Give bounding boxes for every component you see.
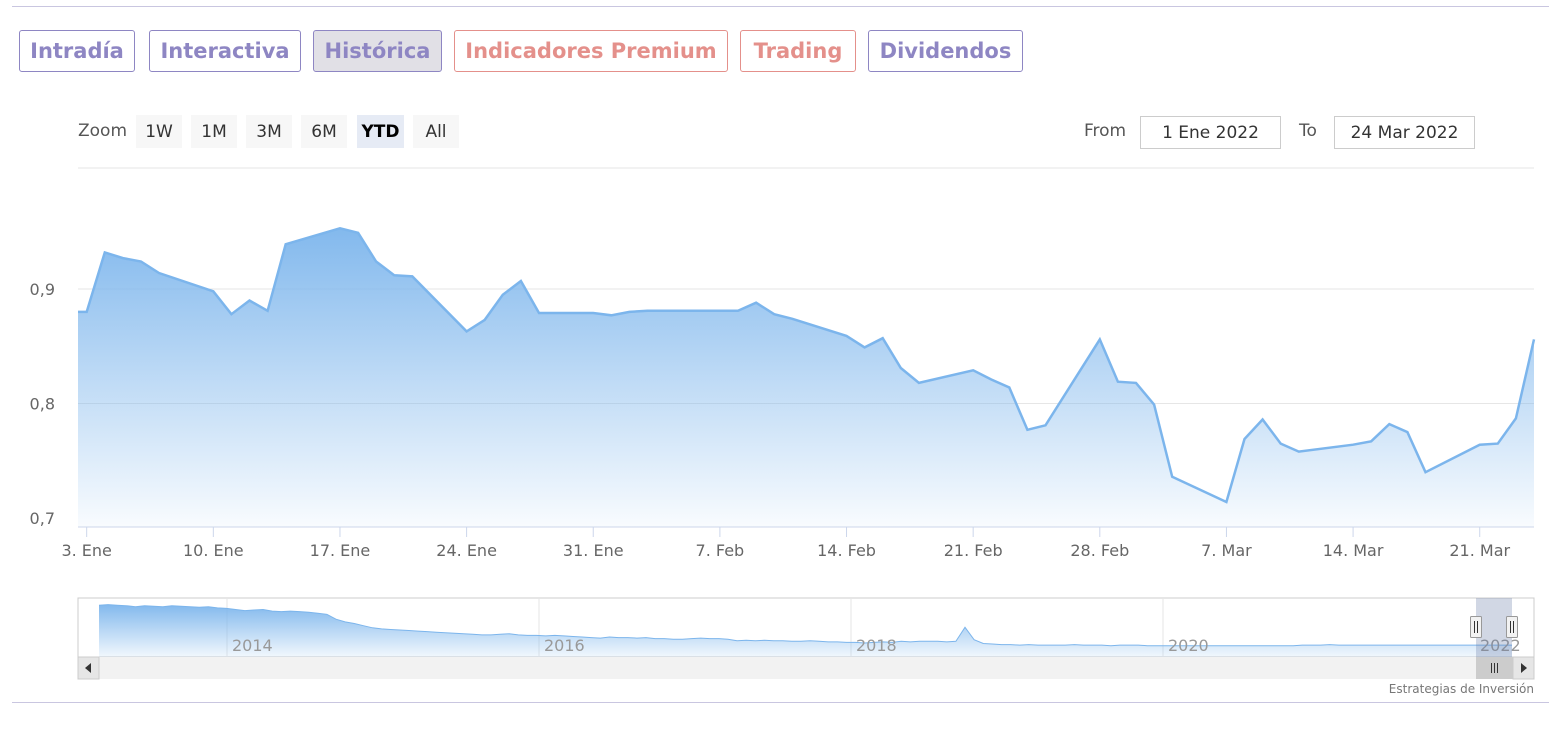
x-tick-label: 10. Ene	[183, 541, 244, 560]
x-tick-label: 7. Mar	[1201, 541, 1252, 560]
navigator-x-label: 2016	[544, 636, 585, 655]
navigator-x-label: 2020	[1168, 636, 1209, 655]
zoom-1w-button[interactable]: 1W	[136, 115, 182, 148]
from-label: From	[1084, 121, 1127, 141]
zoom-3m-button[interactable]: 3M	[246, 115, 292, 148]
series-line	[78, 227, 1536, 504]
y-tick-label: 0,7	[30, 509, 55, 528]
navigator-x-label: 2018	[856, 636, 897, 655]
zoom-all-button[interactable]: All	[413, 115, 459, 148]
x-axis-labels: 3. Ene 10. Ene 17. Ene 24. Ene 31. Ene 7. Feb…	[61, 527, 1511, 560]
zoom-1m-button[interactable]: 1M	[191, 115, 237, 148]
zoom-6m-button[interactable]: 6M	[301, 115, 347, 148]
x-tick-label: 14. Feb	[817, 541, 876, 560]
x-tick-label: 7. Feb	[696, 541, 745, 560]
navigator-area	[99, 604, 1512, 657]
credits-label[interactable]: Estrategias de Inversión	[1388, 682, 1534, 696]
scrollbar-thumb[interactable]	[1476, 657, 1513, 679]
navigator-handle-right[interactable]	[1506, 616, 1518, 638]
scrollbar-left-arrow[interactable]	[77, 656, 100, 680]
top-divider	[12, 6, 1549, 7]
zoom-label: Zoom	[78, 121, 128, 141]
tab-trading[interactable]: Trading	[740, 30, 856, 72]
tab-historica[interactable]: Histórica	[313, 30, 442, 72]
scrollbar-right-arrow[interactable]	[1512, 656, 1535, 680]
tab-dividendos[interactable]: Dividendos	[868, 30, 1023, 72]
x-tick-label: 31. Ene	[563, 541, 624, 560]
x-tick-label: 24. Ene	[436, 541, 497, 560]
x-tick-label: 3. Ene	[61, 541, 111, 560]
navigator-labels: 2014 2016 2018 2020 2022	[232, 636, 1521, 655]
navigator-x-label: 2014	[232, 636, 273, 655]
x-tick-label: 28. Feb	[1070, 541, 1129, 560]
tab-interactiva[interactable]: Interactiva	[149, 30, 301, 72]
bottom-divider	[12, 702, 1549, 703]
series-area	[78, 228, 1534, 528]
to-date-input[interactable]: 24 Mar 2022	[1334, 116, 1475, 149]
scrollbar-track[interactable]	[78, 657, 1534, 679]
x-tick-label: 21. Feb	[944, 541, 1003, 560]
navigator-x-label: 2022	[1480, 636, 1521, 655]
navigator-handle-left[interactable]	[1470, 616, 1482, 638]
to-label: To	[1299, 121, 1317, 141]
zoom-ytd-button[interactable]: YTD	[357, 115, 404, 148]
y-tick-label: 0,8	[30, 395, 55, 414]
tab-intradia[interactable]: Intradía	[19, 30, 135, 72]
x-tick-label: 17. Ene	[310, 541, 371, 560]
y-tick-label: 0,9	[30, 280, 55, 299]
from-date-input[interactable]: 1 Ene 2022	[1140, 116, 1281, 149]
navigator-line	[98, 604, 1512, 647]
x-tick-label: 14. Mar	[1323, 541, 1384, 560]
x-tick-label: 21. Mar	[1449, 541, 1510, 560]
tab-indicadores-premium[interactable]: Indicadores Premium	[454, 30, 728, 72]
y-axis-labels: 0,7 0,8 0,9	[30, 280, 55, 528]
